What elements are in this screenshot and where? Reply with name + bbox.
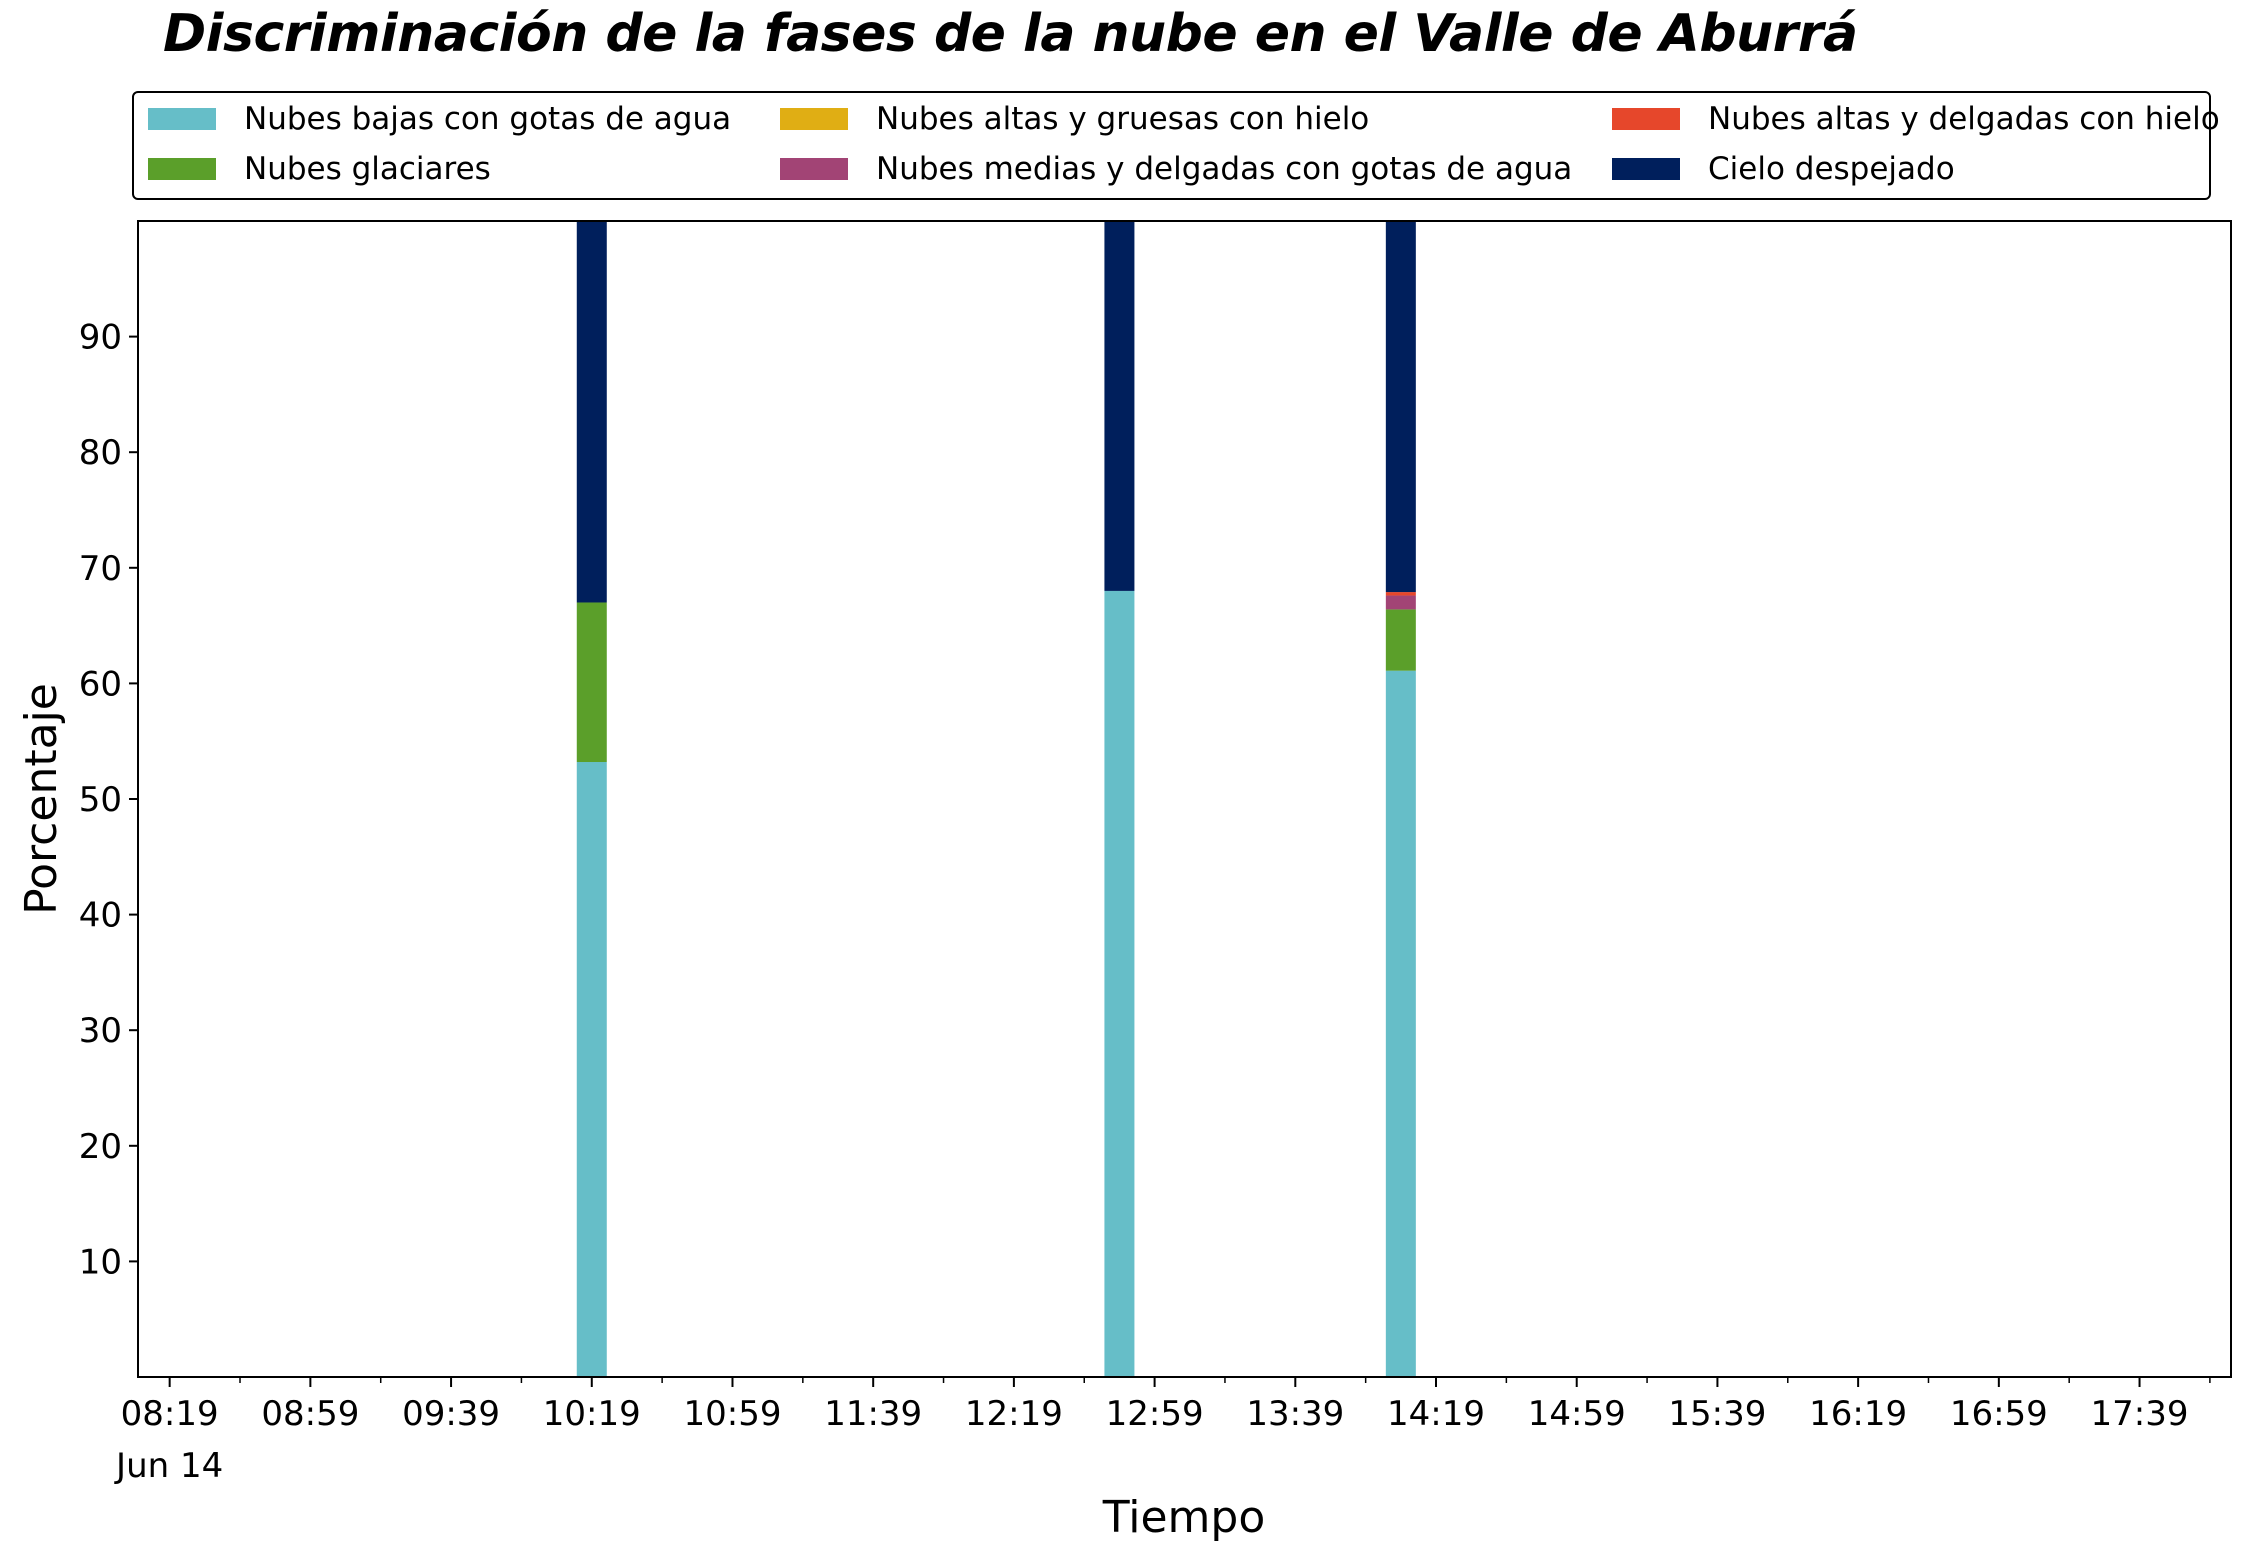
bar-segment xyxy=(1104,221,1135,591)
y-tick-label: 60 xyxy=(79,664,122,704)
bar-segment xyxy=(1104,590,1135,1377)
legend-item-nubes-altas-delgadas: Nubes altas y delgadas con hielo xyxy=(1612,99,2220,139)
bar-segment xyxy=(1385,221,1416,593)
legend-swatch xyxy=(1612,108,1680,130)
legend-item-nubes-altas-gruesas: Nubes altas y gruesas con hielo xyxy=(780,99,1369,139)
legend-item-nubes-bajas: Nubes bajas con gotas de agua xyxy=(148,99,731,139)
legend-swatch xyxy=(148,108,216,130)
plot-frame xyxy=(137,220,2232,1378)
legend-swatch xyxy=(1612,158,1680,180)
y-tick-label: 90 xyxy=(79,318,122,358)
legend-label: Nubes medias y delgadas con gotas de agu… xyxy=(876,151,1573,187)
legend-label: Nubes glaciares xyxy=(244,151,491,187)
legend-item-cielo-despejado: Cielo despejado xyxy=(1612,149,1955,189)
legend-item-nubes-medias: Nubes medias y delgadas con gotas de agu… xyxy=(780,149,1572,189)
legend-label: Cielo despejado xyxy=(1708,151,1955,187)
x-date-label: Jun 14 xyxy=(114,1446,223,1486)
x-tick-label: 13:39 xyxy=(1246,1394,1344,1434)
legend-label: Nubes altas y delgadas con hielo xyxy=(1708,101,2220,137)
x-tick-label: 15:39 xyxy=(1668,1394,1766,1434)
legend-label: Nubes altas y gruesas con hielo xyxy=(876,101,1370,137)
bar-segment xyxy=(1385,595,1416,610)
x-axis: 08:19 08:59 09:39 10:19 10:59 11:39 12:19 12:59… xyxy=(114,1377,2211,1486)
bar-segment xyxy=(1385,592,1416,596)
x-tick-label: 12:59 xyxy=(1106,1394,1204,1434)
y-tick-label: 80 xyxy=(79,433,122,473)
x-tick-label: 16:19 xyxy=(1809,1394,1907,1434)
x-tick-label: 11:39 xyxy=(824,1394,922,1434)
x-tick-label: 09:39 xyxy=(402,1394,500,1434)
legend-label: Nubes bajas con gotas de agua xyxy=(244,101,732,137)
y-tick-label: 20 xyxy=(79,1127,122,1167)
x-tick-label: 16:59 xyxy=(1950,1394,2048,1434)
x-axis-label: Tiempo xyxy=(1102,1492,1266,1543)
bar-segment xyxy=(1385,670,1416,1377)
y-tick-label: 40 xyxy=(79,896,122,936)
x-tick-label: 17:39 xyxy=(2091,1394,2189,1434)
y-tick-label: 10 xyxy=(79,1242,122,1282)
bar-segment xyxy=(576,221,607,603)
x-tick-label: 08:59 xyxy=(261,1394,359,1434)
bar-segment xyxy=(1385,609,1416,671)
y-tick-label: 30 xyxy=(79,1011,122,1051)
chart-title: Discriminación de la fases de la nube en… xyxy=(163,4,1858,64)
legend-item-nubes-glaciares: Nubes glaciares xyxy=(148,149,491,189)
y-axis: 10 20 30 40 50 60 70 80 90 xyxy=(79,318,138,1282)
y-axis-label: Porcentaje xyxy=(16,683,67,915)
bar-segment xyxy=(576,762,607,1377)
bars-layer xyxy=(576,221,1416,1377)
x-tick-label: 14:59 xyxy=(1528,1394,1626,1434)
legend: Nubes bajas con gotas de agua Nubes glac… xyxy=(132,91,2220,200)
legend-swatch xyxy=(148,158,216,180)
x-tick-label: 08:19 xyxy=(121,1394,219,1434)
x-tick-label: 14:19 xyxy=(1387,1394,1485,1434)
y-tick-label: 70 xyxy=(79,549,122,589)
legend-swatch xyxy=(780,108,848,130)
y-tick-label: 50 xyxy=(79,780,122,820)
x-tick-label: 10:59 xyxy=(683,1394,781,1434)
x-tick-label: 10:19 xyxy=(543,1394,641,1434)
legend-swatch xyxy=(780,158,848,180)
bar-segment xyxy=(576,602,607,763)
x-tick-label: 12:19 xyxy=(965,1394,1063,1434)
